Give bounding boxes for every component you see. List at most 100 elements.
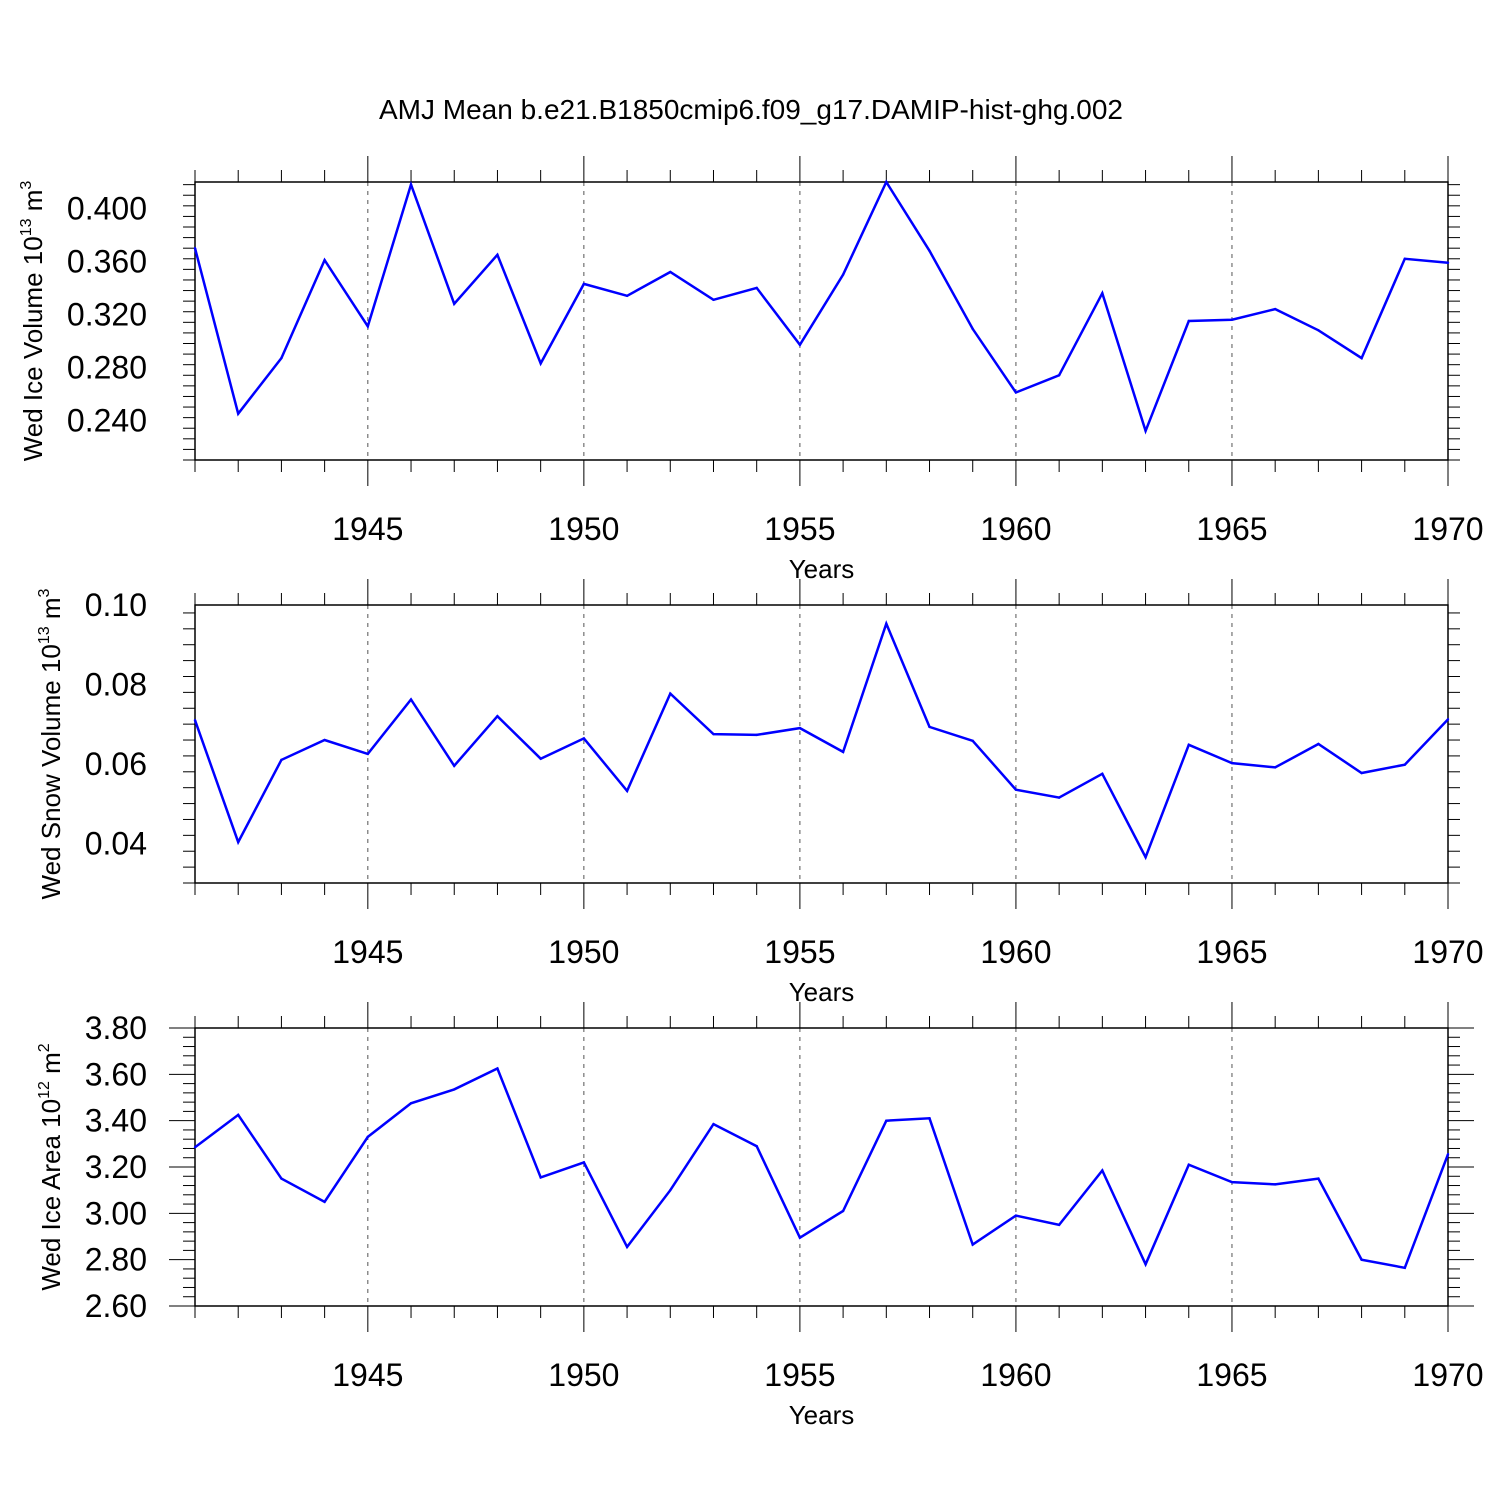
data-point-ice-volume-1951 xyxy=(625,294,629,298)
data-point-ice-volume-1964 xyxy=(1187,319,1190,323)
x-tick-label: 1945 xyxy=(332,1357,403,1393)
x-tick-label: 1955 xyxy=(764,934,835,970)
data-point-snow-volume-1961 xyxy=(1057,796,1061,799)
y-tick-label: 2.80 xyxy=(85,1242,147,1278)
data-point-snow-volume-1960 xyxy=(1014,788,1018,791)
data-point-snow-volume-1942 xyxy=(237,840,240,844)
x-axis-title: Years xyxy=(789,977,855,1007)
data-point-snow-volume-1952 xyxy=(669,692,672,695)
data-point-ice-volume-1963 xyxy=(1144,429,1147,433)
data-point-snow-volume-1945 xyxy=(366,752,370,756)
data-point-ice-area-1949 xyxy=(539,1176,542,1179)
x-tick-label: 1950 xyxy=(548,1357,619,1393)
x-tick-label: 1960 xyxy=(980,934,1051,970)
data-point-ice-area-1946 xyxy=(409,1102,413,1105)
data-point-ice-area-1943 xyxy=(280,1177,283,1180)
y-axis-title: Wed Ice Area 1012 m2 xyxy=(36,1043,66,1290)
data-point-ice-area-1966 xyxy=(1273,1183,1277,1186)
data-point-ice-area-1965 xyxy=(1230,1180,1234,1184)
plot-frame xyxy=(194,604,1449,884)
data-point-snow-volume-1956 xyxy=(841,750,845,754)
data-point-ice-area-1953 xyxy=(712,1122,715,1126)
data-point-snow-volume-1943 xyxy=(280,758,283,762)
x-tick-label: 1970 xyxy=(1412,934,1483,970)
plot-frame xyxy=(194,181,1449,461)
data-point-snow-volume-1949 xyxy=(539,757,542,760)
y-tick-label: 0.04 xyxy=(85,825,147,861)
data-point-ice-area-1962 xyxy=(1101,1169,1104,1172)
data-point-ice-volume-1953 xyxy=(712,298,715,302)
x-tick-label: 1965 xyxy=(1196,1357,1267,1393)
data-point-ice-area-1963 xyxy=(1144,1263,1147,1266)
x-tick-label: 1950 xyxy=(548,934,619,970)
data-point-ice-volume-1945 xyxy=(366,325,370,328)
data-point-ice-volume-1958 xyxy=(928,249,931,253)
data-point-ice-area-1956 xyxy=(841,1209,845,1213)
y-tick-label: 0.10 xyxy=(85,587,147,623)
y-tick-label: 0.360 xyxy=(67,243,147,279)
data-point-ice-area-1968 xyxy=(1360,1258,1363,1261)
data-point-ice-area-1969 xyxy=(1403,1266,1406,1269)
data-point-ice-volume-1969 xyxy=(1403,257,1406,260)
data-point-snow-volume-1968 xyxy=(1360,771,1363,775)
x-tick-label: 1970 xyxy=(1412,1357,1483,1393)
x-tick-label: 1960 xyxy=(980,511,1051,547)
data-point-ice-volume-1956 xyxy=(841,273,845,276)
data-point-snow-volume-1948 xyxy=(496,715,499,718)
data-point-ice-area-1951 xyxy=(625,1245,629,1249)
data-point-snow-volume-1950 xyxy=(582,737,586,740)
panel-ice-area: 2.60 2.80 3.00 3.20 3.40 3.60 3.80 1945 1950 1955… xyxy=(36,1002,1484,1430)
data-point-snow-volume-1970 xyxy=(1446,718,1450,721)
y-tick-label: 0.400 xyxy=(67,190,147,226)
data-point-ice-volume-1943 xyxy=(280,356,283,360)
data-point-snow-volume-1964 xyxy=(1187,743,1190,746)
data-point-snow-volume-1957 xyxy=(885,622,888,625)
panel-snow-volume: 0.04 0.06 0.08 0.10 1945 1950 1955 1960 1965 1970… xyxy=(36,579,1484,1007)
data-point-ice-area-1944 xyxy=(323,1200,326,1203)
x-tick-label: 1945 xyxy=(332,934,403,970)
data-point-snow-volume-1967 xyxy=(1317,742,1320,746)
data-point-ice-area-1961 xyxy=(1057,1223,1061,1227)
data-point-ice-area-1941 xyxy=(193,1146,197,1149)
y-tick-label: 3.00 xyxy=(85,1195,147,1231)
data-point-ice-volume-1967 xyxy=(1317,329,1320,332)
data-point-snow-volume-1953 xyxy=(712,732,715,736)
data-point-ice-volume-1941 xyxy=(193,246,197,250)
data-point-ice-volume-1944 xyxy=(323,258,326,262)
data-point-ice-area-1964 xyxy=(1187,1163,1190,1166)
y-tick-label: 0.240 xyxy=(67,402,147,438)
data-point-ice-volume-1961 xyxy=(1057,374,1061,377)
data-point-snow-volume-1946 xyxy=(409,698,413,701)
data-point-ice-volume-1948 xyxy=(496,253,499,257)
data-point-ice-volume-1950 xyxy=(582,282,586,286)
y-axis-title: Wed Snow Volume 1013 m3 xyxy=(36,588,66,899)
y-tick-label: 3.40 xyxy=(85,1103,147,1139)
y-tick-label: 3.80 xyxy=(85,1010,147,1046)
data-point-snow-volume-1958 xyxy=(928,725,931,729)
series-line-ice-area xyxy=(194,1066,1450,1270)
data-point-ice-volume-1957 xyxy=(885,180,888,184)
data-point-ice-volume-1962 xyxy=(1101,292,1104,295)
data-point-snow-volume-1947 xyxy=(453,764,456,768)
data-point-ice-area-1967 xyxy=(1317,1177,1320,1180)
data-point-ice-volume-1946 xyxy=(409,183,413,186)
data-point-ice-volume-1942 xyxy=(237,412,240,415)
data-point-snow-volume-1944 xyxy=(323,738,326,742)
y-tick-label: 0.280 xyxy=(67,349,147,385)
data-point-snow-volume-1954 xyxy=(755,733,758,737)
x-tick-label: 1950 xyxy=(548,511,619,547)
data-point-snow-volume-1959 xyxy=(971,739,974,743)
data-point-snow-volume-1963 xyxy=(1144,855,1147,859)
data-point-ice-volume-1968 xyxy=(1360,356,1363,360)
data-point-ice-volume-1949 xyxy=(539,362,542,365)
x-tick-label: 1970 xyxy=(1412,511,1483,547)
chart-title: AMJ Mean b.e21.B1850cmip6.f09_g17.DAMIP-… xyxy=(379,94,1123,125)
data-point-snow-volume-1965 xyxy=(1230,761,1234,765)
data-point-ice-volume-1952 xyxy=(669,270,672,274)
data-point-ice-volume-1955 xyxy=(798,343,802,347)
series-line-snow-volume xyxy=(193,620,1449,861)
data-point-snow-volume-1951 xyxy=(625,789,629,793)
series-line-ice-volume xyxy=(193,179,1449,435)
x-tick-label: 1955 xyxy=(764,1357,835,1393)
